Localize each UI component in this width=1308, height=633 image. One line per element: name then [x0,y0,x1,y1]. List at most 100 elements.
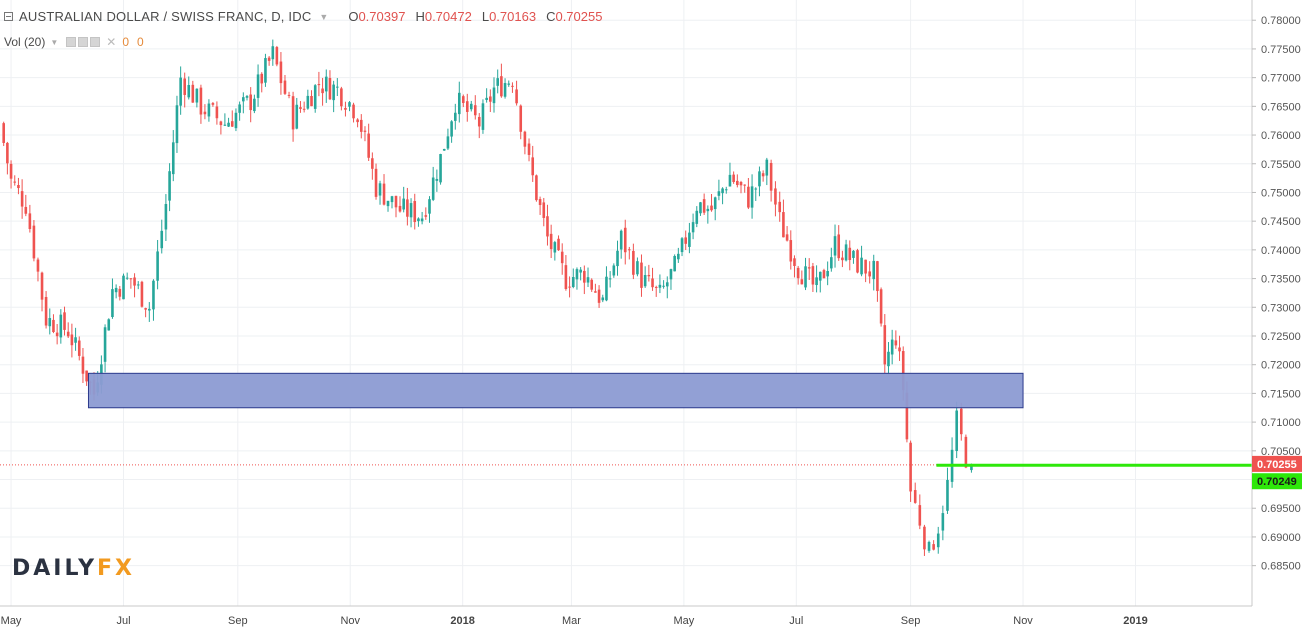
candle-body [420,218,424,222]
candle-body [721,188,724,194]
dailyfx-logo: DAILYFX [12,556,135,581]
candle-body [336,86,339,88]
candle-body [374,168,378,197]
candle-body [765,159,769,176]
candle-body [295,104,299,129]
candle-body [515,89,518,104]
candle-body [662,285,665,287]
candle-body [256,74,260,98]
candle-body [970,464,973,471]
candle-body [81,356,85,374]
candle-body [175,105,179,144]
candle-body [796,267,800,279]
candle-body [140,281,144,307]
candle-body [219,121,223,126]
candle-body [287,94,291,96]
candle-body [103,327,107,362]
eye-icon[interactable] [66,37,77,47]
candle-body [654,286,658,288]
candle-body [601,297,605,301]
candle-body [227,122,230,127]
candle-body [673,255,676,272]
candle-body [313,85,317,109]
candle-body [133,277,136,286]
candlestick-series [2,39,973,556]
candle-body [111,289,114,318]
candle-body [905,392,909,440]
symbol-legend: AUSTRALIAN DOLLAR / SWISS FRANC, D, IDC … [4,9,602,24]
candle-body [428,199,431,214]
candle-body [398,205,402,212]
candle-body [643,274,647,287]
candle-body [876,261,879,292]
candle-body [507,83,511,85]
candle-body [560,251,564,264]
candle-body [496,78,499,86]
candle-body [453,112,457,121]
candle-body [306,95,310,109]
collapse-icon[interactable] [4,12,13,21]
candle-body [546,216,549,237]
support-zone-rectangle [87,372,1024,409]
candle-body [651,278,654,288]
candle-body [485,97,488,100]
close-icon[interactable]: ✕ [106,35,117,49]
candle-body [511,85,514,87]
candle-body [129,278,133,280]
volume-label[interactable]: Vol (20) [4,35,46,49]
candle-body [125,277,129,279]
candle-body [363,130,367,132]
candle-body [739,182,743,186]
candle-body [728,174,732,187]
candle-body [114,287,118,293]
candle-body [211,103,215,105]
symbol-title[interactable]: AUSTRALIAN DOLLAR / SWISS FRANC, D, IDC [19,9,312,24]
candle-body [489,96,492,102]
y-tick-label: 0.74000 [1261,245,1301,257]
candle-body [959,408,963,435]
candle-body [946,479,949,511]
candle-body [271,46,275,60]
candle-body [815,277,818,286]
close-label: C [546,9,556,24]
candle-body [77,340,81,356]
candle-body [183,78,187,95]
open-label: O [348,9,359,24]
candle-body [332,84,335,101]
candle-body [826,271,829,277]
candle-body [586,277,590,283]
candle-body [913,490,917,503]
candle-body [203,111,207,115]
candle-body [390,196,394,203]
candle-body [406,199,409,217]
candle-body [500,76,503,97]
candle-body [328,77,332,100]
candle-body [85,370,88,382]
candle-body [883,325,887,365]
y-tick-label: 0.77000 [1261,73,1301,85]
copy-icon[interactable] [90,37,101,47]
candle-body [535,175,538,201]
candle-body [852,250,855,258]
candle-body [830,257,833,269]
candle-body [564,265,568,290]
candle-body [152,280,155,310]
candle-body [473,105,477,116]
candle-body [769,162,773,191]
candle-body [658,284,662,288]
y-tick-label: 0.75500 [1261,159,1301,171]
candle-body [785,234,789,241]
candle-body [238,104,241,113]
candle-body [450,121,453,137]
settings-icon[interactable] [78,37,89,47]
chevron-down-icon[interactable]: ▼ [50,37,59,47]
candle-body [267,57,271,61]
candle-body [179,77,182,106]
candle-body [860,257,863,275]
candle-body [684,237,688,244]
candle-body [837,234,841,259]
candle-body [519,105,523,132]
chevron-down-icon[interactable]: ▼ [319,11,329,22]
candle-body [302,108,306,110]
